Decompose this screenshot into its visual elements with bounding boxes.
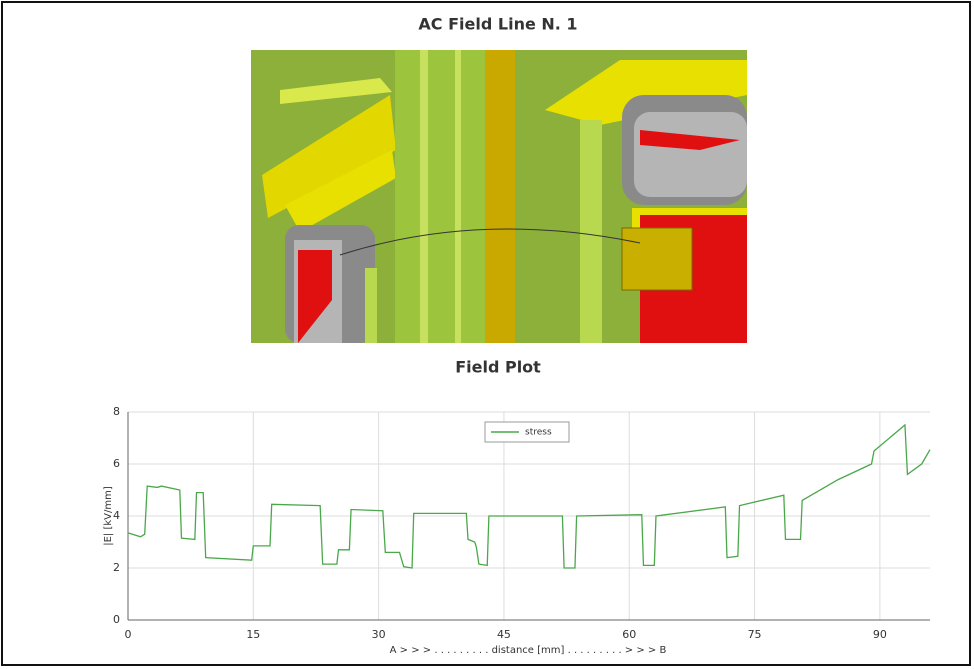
- x-tick-label: 0: [125, 628, 132, 641]
- page-title: AC Field Line N. 1: [418, 15, 577, 34]
- y-axis-label: |E| [kV/mm]: [103, 486, 114, 546]
- y-tick-label: 6: [113, 457, 120, 470]
- y-tick-label: 2: [113, 561, 120, 574]
- model-view: [251, 50, 747, 343]
- x-tick-label: 75: [748, 628, 762, 641]
- data-line: [127, 423, 931, 569]
- x-tick-label: 45: [497, 628, 511, 641]
- x-axis-label: A > > > . . . . . . . . . distance [mm] …: [390, 645, 667, 656]
- chart-title: Field Plot: [455, 358, 541, 377]
- y-tick-label: 8: [113, 405, 120, 418]
- x-tick-label: 60: [622, 628, 636, 641]
- legend-label: stress: [525, 428, 552, 438]
- x-tick-label: 15: [246, 628, 260, 641]
- y-tick-label: 0: [113, 613, 120, 626]
- x-tick-label: 90: [873, 628, 887, 641]
- y-tick-label: 4: [113, 509, 120, 522]
- x-tick-label: 30: [372, 628, 386, 641]
- legend-box: [484, 421, 570, 443]
